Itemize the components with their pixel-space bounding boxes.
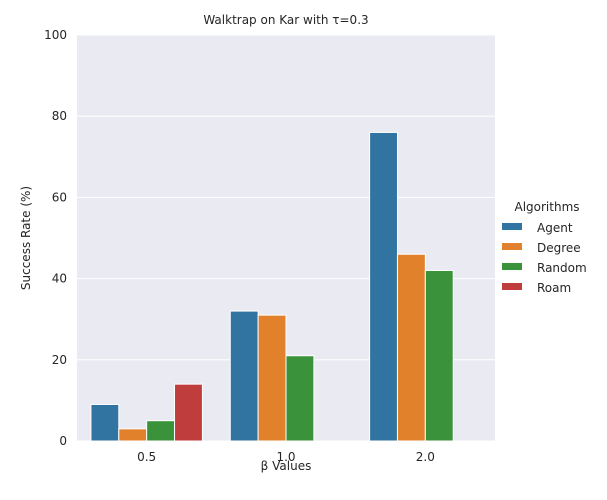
x-tick-label: 1.0 [276,450,295,464]
bar-degree [118,428,148,442]
legend-label-degree: Degree [537,241,581,255]
legend-swatch-agent [502,223,522,230]
bar-random [285,355,315,442]
bar-degree [396,253,426,442]
y-tick-label: 20 [52,353,67,367]
bar-agent [90,403,120,442]
legend-label-roam: Roam [537,281,571,295]
bar-roam [174,383,203,442]
y-tick-labels: 0 20 40 60 80 100 [44,28,67,448]
legend-swatch-random [502,263,522,270]
y-tick-label: 60 [52,190,67,204]
bar-degree [257,314,287,442]
bars [90,131,454,442]
y-tick-label: 0 [59,434,67,448]
legend-label-random: Random [537,261,587,275]
legend-swatch-degree [502,243,522,250]
x-tick-label: 0.5 [137,450,156,464]
legend: Algorithms Agent Degree Random Roam [502,200,587,295]
legend-label-agent: Agent [537,221,573,235]
y-tick-label: 40 [52,272,67,286]
chart-title: Walktrap on Kar with τ=0.3 [203,13,368,27]
y-tick-label: 80 [52,109,67,123]
x-tick-labels: 0.5 1.0 2.0 [137,450,435,464]
x-axis-label: β Values [261,459,312,473]
bar-random [146,420,176,442]
bar-random [424,269,454,442]
y-tick-label: 100 [44,28,67,42]
y-axis-label: Success Rate (%) [19,186,33,290]
bar-agent [229,310,259,442]
x-tick-label: 2.0 [416,450,435,464]
legend-swatch-roam [502,283,522,290]
legend-title: Algorithms [514,200,579,214]
bar-agent [369,131,398,442]
